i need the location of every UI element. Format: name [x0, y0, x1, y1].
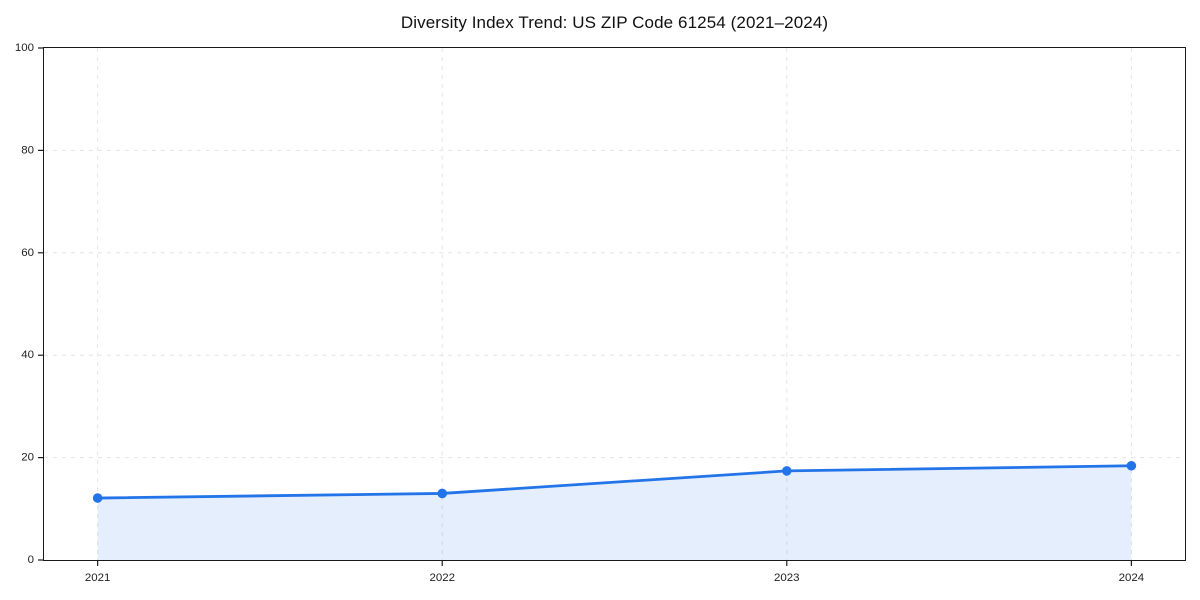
- chart-canvas: 0 20 40 60 80 100 2021 2022 2023 2024: [15, 42, 1185, 584]
- y-tick-label: 40: [21, 349, 34, 361]
- x-tick-label: 2022: [429, 572, 455, 584]
- data-point-marker: [437, 488, 448, 499]
- data-point-marker: [1126, 461, 1137, 471]
- area-fill: [97, 465, 1132, 560]
- y-tick-label: 60: [21, 247, 34, 259]
- data-point-marker: [781, 466, 792, 476]
- y-tick-label: 20: [21, 452, 34, 464]
- trend-line: [96, 464, 1133, 500]
- x-tick-label: 2023: [774, 572, 800, 584]
- x-tick-label: 2021: [85, 572, 111, 584]
- plot-area: 0 20 40 60 80 100 2021 2022 2023 2024: [15, 42, 1186, 584]
- y-tick-label: 100: [15, 42, 34, 54]
- y-tick-label: 0: [28, 554, 34, 566]
- x-tick-label: 2024: [1119, 572, 1145, 584]
- y-tick-label: 80: [21, 144, 34, 156]
- chart-title: Diversity Index Trend: US ZIP Code 61254…: [400, 13, 829, 32]
- data-point-marker: [92, 493, 103, 503]
